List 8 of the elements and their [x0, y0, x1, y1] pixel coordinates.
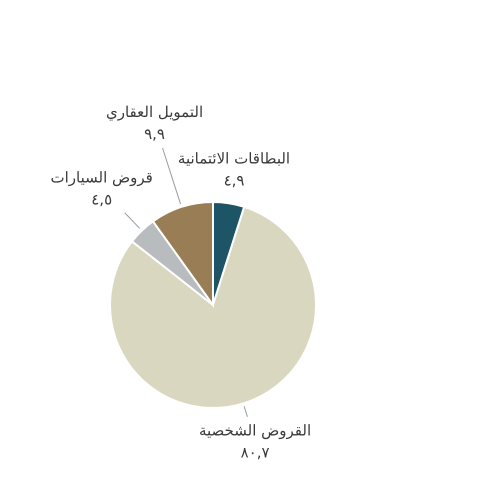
slice-label: التمويل العقاري — [106, 103, 204, 122]
slice-label: البطاقات الائتمانية — [178, 150, 290, 168]
data-label: ٨٠,٧ — [240, 444, 270, 462]
data-label: ٤,٩ — [224, 172, 244, 190]
slice-label: القروض الشخصية — [198, 422, 312, 440]
data-label: ٩,٩ — [144, 125, 165, 144]
slice-label: قروض السيارات — [50, 168, 153, 187]
data-label: ٤,٥ — [91, 190, 112, 209]
